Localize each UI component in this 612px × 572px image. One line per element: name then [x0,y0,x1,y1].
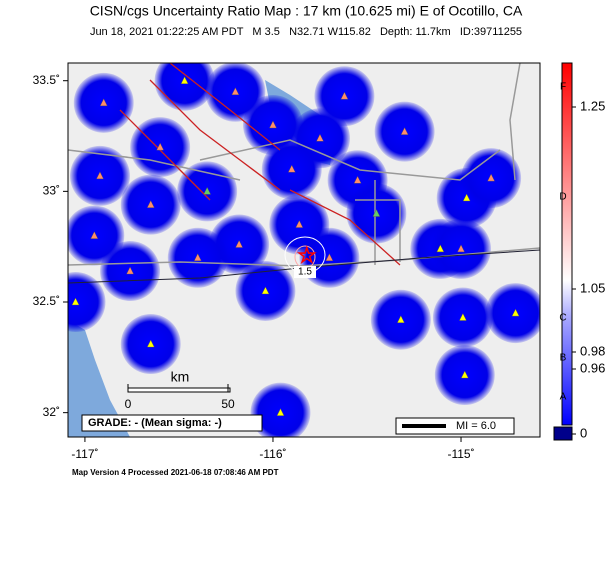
grade-letter: F [560,82,566,93]
x-tick-label: -117˚ [71,447,98,461]
map-frame [67,62,541,438]
grade-letter: A [560,392,567,403]
x-tick-label: -116˚ [259,447,286,461]
station [460,370,469,379]
station [287,164,296,173]
y-tick-label: 33.5˚ [33,73,60,87]
station [156,142,164,151]
station [231,87,240,95]
scale-unit: km [171,369,190,385]
station [146,339,155,348]
colorbar-zero [553,426,573,441]
colorbar-label: 0.98 [580,343,605,358]
station [269,120,277,129]
title: CISN/cgs Uncertainty Ratio Map : 17 km (… [90,3,523,19]
station [71,297,80,306]
station-coverage [485,283,540,344]
grade-letter: D [559,192,566,203]
epicenter [296,245,317,265]
station [96,171,104,180]
station [276,408,285,416]
station [457,244,465,253]
station [126,266,134,275]
station [459,313,467,321]
station [340,91,349,100]
station [235,240,243,248]
y-tick-label: 32˚ [43,405,60,419]
subtitle: Jun 18, 2021 01:22:25 AM PDT M 3.5 N32.7… [90,26,522,38]
station [353,175,362,184]
station [316,133,324,142]
grade-box [81,414,263,432]
colorbar-label: 1.25 [580,98,605,113]
x-tick-label: -115˚ [447,447,474,461]
scale-bar [127,387,231,393]
station [295,220,304,228]
colorbar [561,62,573,426]
colorbar-label: 1.05 [580,280,605,295]
colorbar-label: 0 [580,425,587,440]
legend: MI = 6.0 [456,420,496,432]
station [203,186,211,195]
scale-label: 0 [125,397,132,411]
grade-letter: B [560,353,567,364]
y-tick-label: 32.5˚ [33,294,60,308]
station [261,286,270,295]
contour-label: 1.5 [298,267,312,278]
station [462,193,471,202]
station [511,308,520,317]
grade: GRADE: - (Mean sigma: -) [88,417,222,429]
station [372,209,381,217]
contour-label-box [294,266,316,278]
faults [119,63,401,266]
station [193,253,202,261]
station [180,76,189,84]
ocean [68,320,130,437]
station [146,200,155,208]
station [487,173,495,182]
station [325,253,334,261]
station [90,231,99,239]
y-tick-label: 33˚ [43,184,60,198]
station [436,244,445,253]
map: 1.5 [68,63,540,437]
station [397,315,405,323]
station-coverage [68,272,106,332]
legend-box [395,417,515,435]
grade-letter: C [559,313,566,324]
colorbar-label: 0.96 [580,360,605,375]
footer: Map Version 4 Processed 2021-06-18 07:08… [72,468,279,477]
scale-label: 50 [221,397,235,411]
station [400,127,409,135]
station [99,98,108,107]
